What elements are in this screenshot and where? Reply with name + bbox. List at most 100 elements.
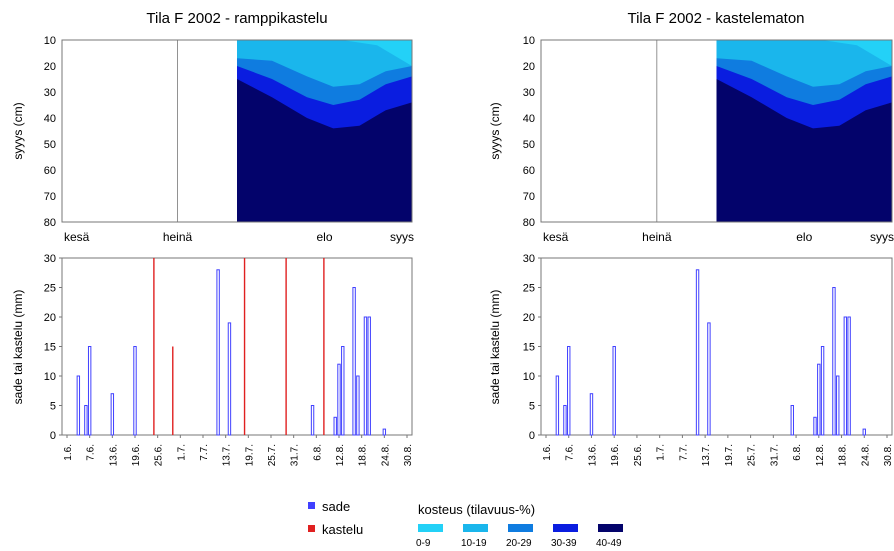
y-tick-label: 10 xyxy=(523,371,535,383)
bar-sade xyxy=(352,287,356,436)
x-month-label: elo xyxy=(316,230,332,244)
y-tick-label: 20 xyxy=(44,312,56,324)
moisture-swatch-0-9 xyxy=(418,524,443,532)
x-tick-label: 25.6. xyxy=(633,444,644,466)
y-tick-label: 60 xyxy=(44,165,56,177)
x-month-label: syys xyxy=(390,230,414,244)
bar-sade xyxy=(356,375,360,436)
bar-panel-1: sade tai kastelu (mm) 0 5 10 15 20 25 30 1.6. 7.6… xyxy=(488,253,894,466)
y-tick-label: 40 xyxy=(523,113,535,125)
bar-sade xyxy=(87,346,92,436)
bar-sade xyxy=(589,393,594,436)
y-tick-label: 10 xyxy=(523,35,535,47)
moisture-label-30-39: 30-39 xyxy=(551,538,577,549)
bar-panel-0: sade tai kastelu (mm) 0 5 10 15 20 25 30 1.6. 7.6… xyxy=(11,253,414,466)
x-tick-label: 7.7. xyxy=(199,444,210,461)
bar-sade xyxy=(567,346,571,436)
x-tick-label: 25.7. xyxy=(267,444,278,466)
y-tick-label: 15 xyxy=(523,342,535,354)
x-tick-label: 1.6. xyxy=(542,444,553,461)
moisture-label-20-29: 20-29 xyxy=(506,538,532,549)
moisture-area-40-49 xyxy=(716,79,892,222)
y-tick-label: 20 xyxy=(523,312,535,324)
moisture-area-40-49 xyxy=(237,79,412,222)
moisture-label-10-19: 10-19 xyxy=(461,538,487,549)
x-tick-label: 7.6. xyxy=(565,444,576,461)
y-tick-label: 5 xyxy=(50,401,56,413)
x-tick-label: 25.7. xyxy=(747,444,758,466)
bar-sade xyxy=(367,316,371,436)
bar-sade xyxy=(363,316,368,436)
legend-swatch-kastelu xyxy=(308,525,315,532)
chart-title: Tila F 2002 - kastelematon xyxy=(627,10,804,27)
plot-frame xyxy=(540,39,893,223)
moisture-swatch-20-29 xyxy=(508,524,533,532)
x-month-label: kesä xyxy=(64,230,90,244)
bar-sade xyxy=(820,346,825,436)
x-tick-label: 19.6. xyxy=(610,444,621,466)
x-tick-label: 13.7. xyxy=(701,444,712,466)
x-tick-label: 30.8. xyxy=(403,444,414,466)
y-tick-label: 30 xyxy=(44,253,56,265)
x-tick-label: 1.7. xyxy=(656,444,667,461)
x-tick-label: 13.7. xyxy=(222,444,233,466)
bar-sade xyxy=(227,322,232,436)
x-tick-label: 19.7. xyxy=(244,444,255,466)
y-tick-label: 0 xyxy=(529,430,535,442)
y-tick-label: 60 xyxy=(523,165,535,177)
bar-sade xyxy=(813,416,817,436)
bar-sade xyxy=(695,269,700,436)
y-tick-label: 20 xyxy=(523,61,535,73)
y-tick-label: 5 xyxy=(529,401,535,413)
bar-sade xyxy=(333,416,337,436)
x-tick-label: 31.7. xyxy=(769,444,780,466)
y-tick-label: 50 xyxy=(523,139,535,151)
x-month-label: heinä xyxy=(642,230,672,244)
bar-sade xyxy=(847,316,851,436)
legend-label-sade: sade xyxy=(322,499,350,514)
bar-sade xyxy=(862,428,866,436)
x-tick-label: 1.6. xyxy=(63,444,74,461)
bar-sade xyxy=(707,322,711,436)
moisture-label-40-49: 40-49 xyxy=(596,538,622,549)
moisture-legend-title: kosteus (tilavuus-%) xyxy=(418,502,535,517)
moisture-swatch-40-49 xyxy=(598,524,623,532)
legend-swatch-sade xyxy=(308,502,315,509)
x-tick-label: 12.8. xyxy=(335,444,346,466)
y-tick-label: 40 xyxy=(44,113,56,125)
bar-sade xyxy=(817,363,821,436)
y-tick-label: 25 xyxy=(44,283,56,295)
y-tick-label: 30 xyxy=(523,253,535,265)
x-tick-label: 13.6. xyxy=(108,444,119,466)
bar-sade xyxy=(555,375,560,436)
x-month-label: syys xyxy=(870,230,894,244)
y-tick-label: 0 xyxy=(50,430,56,442)
x-month-label: kesä xyxy=(543,230,569,244)
bar-sade xyxy=(84,405,88,436)
x-tick-label: 7.6. xyxy=(86,444,97,461)
y-axis-label: syyys (cm) xyxy=(11,102,25,159)
y-axis-label: syyys (cm) xyxy=(488,102,502,159)
x-tick-label: 31.7. xyxy=(290,444,301,466)
moisture-swatch-30-39 xyxy=(553,524,578,532)
y-tick-label: 70 xyxy=(44,191,56,203)
x-month-label: elo xyxy=(796,230,812,244)
bar-sade xyxy=(133,346,137,436)
bar-sade xyxy=(337,363,341,436)
bar-sade xyxy=(216,269,220,436)
bar-sade xyxy=(110,393,115,436)
y-tick-label: 10 xyxy=(44,35,56,47)
x-tick-label: 30.8. xyxy=(883,444,894,466)
plot-frame xyxy=(61,39,413,223)
x-tick-label: 6.8. xyxy=(312,444,323,461)
y-axis-label: sade tai kastelu (mm) xyxy=(488,290,502,405)
y-tick-label: 25 xyxy=(523,283,535,295)
bar-sade xyxy=(310,405,315,436)
y-tick-label: 80 xyxy=(523,217,535,229)
x-tick-label: 18.8. xyxy=(838,444,849,466)
x-tick-label: 24.8. xyxy=(860,444,871,466)
y-tick-label: 30 xyxy=(44,87,56,99)
bar-sade xyxy=(341,346,345,436)
y-axis-label: sade tai kastelu (mm) xyxy=(11,290,25,405)
